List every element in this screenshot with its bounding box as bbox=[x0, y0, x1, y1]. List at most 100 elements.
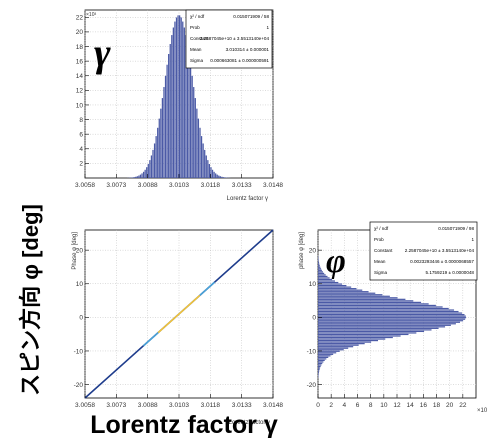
histogram-bar bbox=[161, 98, 164, 178]
histogram-bar bbox=[132, 177, 134, 178]
histogram-bar bbox=[200, 136, 203, 178]
histogram-bar bbox=[318, 352, 337, 354]
histogram-bar bbox=[318, 365, 321, 368]
histogram-bar bbox=[189, 64, 192, 178]
histogram-bar bbox=[318, 300, 414, 302]
histogram-bar bbox=[318, 330, 425, 333]
histogram-bar bbox=[318, 321, 461, 323]
x-tick-label: 3.0148 bbox=[263, 182, 283, 189]
histogram-bar bbox=[318, 304, 436, 307]
histogram-bar bbox=[318, 332, 417, 334]
histogram-bar bbox=[318, 349, 344, 351]
histogram-bar bbox=[318, 338, 386, 340]
y-tick-label: 22 bbox=[76, 15, 84, 22]
histogram-bar bbox=[318, 361, 324, 363]
x-tick-label: 8 bbox=[369, 402, 373, 409]
histogram-bar bbox=[169, 44, 171, 178]
x-tick-label: 3.0088 bbox=[138, 182, 158, 189]
histogram-bar bbox=[318, 286, 352, 288]
stat-label: Sigma bbox=[374, 270, 387, 275]
histogram-bar bbox=[318, 362, 323, 365]
histogram-bar bbox=[318, 283, 343, 285]
gamma-xlabel: Lorentz factor γ bbox=[227, 196, 268, 202]
phase-gamma-ylabel: Phase φ [deg] bbox=[72, 232, 78, 270]
histogram-bar bbox=[318, 314, 465, 316]
histogram-bar bbox=[318, 368, 320, 371]
histogram-bar bbox=[318, 343, 365, 345]
scatter-mid-region bbox=[142, 332, 159, 347]
histogram-bar bbox=[318, 312, 463, 314]
histogram-bar bbox=[177, 15, 179, 178]
histogram-bar bbox=[318, 358, 327, 360]
histogram-bar bbox=[318, 301, 422, 304]
histogram-bar bbox=[318, 271, 323, 273]
y-tick-label: 14 bbox=[76, 73, 84, 80]
histogram-bar bbox=[318, 356, 329, 358]
scatter-dense-region bbox=[157, 294, 201, 334]
histogram-bar bbox=[175, 17, 178, 179]
histogram-bar bbox=[133, 177, 135, 178]
histogram-bar bbox=[318, 297, 398, 299]
gamma-big-symbol: γ bbox=[94, 30, 111, 75]
histogram-bar bbox=[318, 355, 331, 357]
phase-histogram-panel: 0 2 4 6 8 10 12 14 16 18 20 22 -20 -10 0 10 20 ×10 phas… bbox=[299, 221, 488, 414]
stat-value: 0.000663081 ± 0.000000591 bbox=[210, 58, 269, 63]
histogram-bar bbox=[144, 169, 146, 178]
histogram-bar bbox=[318, 280, 335, 282]
gamma-histogram-bars bbox=[127, 15, 231, 179]
phase-big-symbol: φ bbox=[326, 243, 346, 280]
stat-value: 0.0023293446 ± 0.0000068557 bbox=[410, 259, 474, 264]
histogram-bar bbox=[318, 373, 319, 375]
histogram-bar bbox=[163, 87, 165, 178]
histogram-bar bbox=[318, 281, 339, 284]
x-tick-label: 10 bbox=[380, 402, 388, 409]
x-tick-label: 3.0073 bbox=[106, 182, 126, 189]
histogram-bar bbox=[215, 173, 217, 178]
y-tick-label: 10 bbox=[309, 281, 317, 288]
histogram-bar bbox=[196, 108, 198, 178]
x-tick-label: 4 bbox=[343, 402, 347, 409]
histogram-bar bbox=[318, 347, 349, 349]
x-tick-label: 20 bbox=[446, 402, 454, 409]
histogram-bar bbox=[204, 149, 206, 178]
histogram-bar bbox=[193, 87, 195, 178]
histogram-bar bbox=[318, 370, 320, 372]
histogram-bar bbox=[318, 291, 369, 293]
y-tick-label: 4 bbox=[79, 146, 83, 153]
stat-label: Mean bbox=[190, 47, 202, 52]
histogram-bar bbox=[216, 174, 218, 178]
histogram-bar bbox=[168, 54, 170, 178]
histogram-bar bbox=[186, 44, 189, 178]
histogram-bar bbox=[318, 268, 322, 270]
histogram-bar bbox=[155, 136, 157, 178]
y-tick-label: -10 bbox=[307, 348, 317, 355]
y-tick-label: 16 bbox=[76, 58, 84, 65]
histogram-bar bbox=[205, 155, 207, 178]
histogram-bar bbox=[199, 127, 201, 178]
figure-bottom-label: Lorentz factor γ bbox=[90, 411, 278, 439]
histogram-bar bbox=[318, 298, 406, 300]
histogram-bar bbox=[318, 272, 325, 274]
x-tick-label: 3.0088 bbox=[138, 402, 158, 409]
phase-gamma-xlabel: Lorentz factor γ bbox=[229, 420, 270, 426]
stat-value: 5.1759219 ± 0.0000048 bbox=[425, 270, 474, 275]
phase-gamma-y-ticks: -20 -10 0 10 20 bbox=[74, 247, 89, 389]
histogram-bar bbox=[318, 315, 466, 317]
y-tick-label: -20 bbox=[74, 382, 84, 389]
stat-label: Constant bbox=[374, 248, 393, 253]
y-tick-label: 18 bbox=[76, 44, 84, 51]
phase-hist-x-ticks: 0 2 4 6 8 10 12 14 16 18 20 22 bbox=[316, 394, 467, 409]
x-tick-label: 3.0118 bbox=[201, 402, 221, 409]
histogram-bar bbox=[188, 54, 190, 178]
phase-hist-y-ticks: -20 -10 0 10 20 bbox=[307, 247, 322, 389]
x-tick-label: 22 bbox=[459, 402, 467, 409]
y-tick-label: 20 bbox=[76, 29, 84, 36]
histogram-bar bbox=[318, 372, 319, 374]
histogram-bar bbox=[211, 169, 214, 178]
histogram-bar bbox=[318, 263, 320, 265]
histogram-bar bbox=[318, 295, 390, 297]
phase-gamma-line bbox=[84, 229, 274, 399]
stat-value: 0.015071909 / 98 bbox=[438, 226, 474, 231]
histogram-bar bbox=[318, 275, 328, 278]
